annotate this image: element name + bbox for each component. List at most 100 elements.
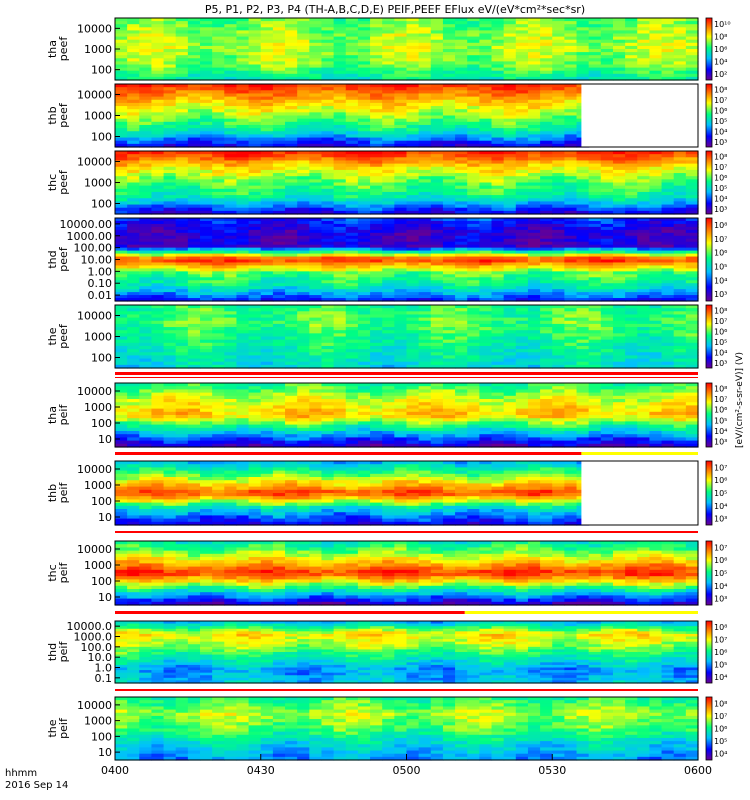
spectrogram-cell	[333, 274, 347, 278]
spectrogram-cell	[540, 210, 553, 215]
spectrogram-cell	[224, 220, 238, 225]
spectrogram-cell	[200, 223, 213, 228]
spectrogram-cell	[479, 195, 493, 199]
spectrogram-cell	[455, 352, 468, 356]
spectrogram-cell	[637, 320, 651, 325]
spectrogram-cell	[455, 99, 468, 104]
spectrogram-cell	[612, 58, 626, 62]
spectrogram-cell	[260, 124, 274, 129]
spectrogram-cell	[673, 70, 687, 75]
spectrogram-cell	[115, 247, 128, 252]
spectrogram-cell	[600, 18, 614, 22]
spectrogram-cell	[442, 210, 456, 215]
spectrogram-cell	[321, 238, 335, 243]
spectrogram-cell	[600, 195, 614, 199]
spectrogram-cell	[600, 42, 614, 47]
spectrogram-cell	[394, 311, 408, 316]
spectrogram-cell	[588, 235, 602, 240]
spectrogram-cell	[552, 323, 565, 328]
spectrogram-cell	[200, 244, 213, 249]
spectrogram-cell	[187, 49, 201, 53]
spectrogram-cell	[297, 173, 310, 177]
spectrogram-cell	[527, 207, 541, 212]
spectrogram-cell	[370, 352, 383, 356]
spectrogram-cell	[515, 102, 529, 107]
spectrogram-cell	[564, 188, 578, 193]
spectrogram-cell	[260, 244, 274, 249]
spectrogram-cell	[479, 24, 493, 28]
spectrogram-cell	[430, 342, 444, 347]
spectrogram-cell	[479, 311, 493, 316]
spectrogram-cell	[321, 262, 335, 267]
spectrogram-cell	[612, 55, 626, 59]
spectrogram-cell	[515, 204, 529, 209]
spectrogram-cell	[345, 198, 359, 202]
spectrogram-cell	[297, 55, 310, 59]
spectrogram-cell	[637, 327, 651, 331]
spectrogram-cell	[479, 84, 493, 88]
spectrogram-cell	[382, 55, 395, 59]
spectrogram-cell	[139, 226, 153, 231]
spectrogram-cell	[370, 112, 383, 117]
spectrogram-cell	[418, 349, 432, 353]
spectrogram-cell	[612, 33, 626, 38]
spectrogram-cell	[163, 201, 177, 206]
spectrogram-cell	[272, 247, 286, 252]
spectrogram-cell	[503, 198, 517, 202]
spectrogram-cell	[442, 330, 456, 334]
spectrogram-cell	[285, 185, 298, 190]
spectrogram-cell	[345, 355, 359, 360]
spectrogram-cell	[333, 238, 347, 243]
spectrogram-cell	[612, 73, 626, 78]
spectrogram-cell	[224, 198, 238, 202]
spectrogram-cell	[649, 58, 663, 62]
spectrogram-cell	[552, 361, 565, 366]
spectrogram-cell	[442, 244, 456, 249]
spectrogram-cell	[442, 314, 456, 319]
spectrogram-cell	[649, 185, 663, 190]
spectrogram-cell	[212, 163, 225, 168]
spectrogram-cell	[236, 76, 250, 81]
spectrogram-cell	[272, 166, 286, 171]
spectrogram-cell	[625, 42, 638, 47]
spectrogram-cell	[151, 330, 165, 334]
spectrogram-cell	[321, 154, 335, 158]
spectrogram-cell	[212, 298, 225, 302]
spectrogram-cell	[321, 151, 335, 155]
spectrogram-cell	[406, 185, 420, 190]
spectrogram-cell	[260, 160, 274, 165]
spectrogram-cell	[552, 226, 565, 231]
spectrogram-cell	[115, 39, 128, 44]
spectrogram-cell	[139, 84, 153, 88]
spectrogram-cell	[260, 277, 274, 281]
spectrogram-cell	[455, 250, 468, 255]
spectrogram-cell	[479, 96, 493, 101]
spectrogram-cell	[503, 210, 517, 215]
spectrogram-cell	[309, 124, 323, 129]
spectrogram-cell	[345, 45, 359, 50]
spectrogram-cell	[515, 140, 529, 145]
spectrogram-cell	[127, 327, 140, 331]
spectrogram-cell	[236, 286, 250, 290]
spectrogram-cell	[515, 39, 529, 44]
spectrogram-cell	[272, 323, 286, 328]
spectrogram-cell	[151, 131, 165, 135]
spectrogram-cell	[625, 173, 638, 177]
spectrogram-cell	[370, 198, 383, 202]
spectrogram-cell	[612, 24, 626, 28]
spectrogram-cell	[151, 298, 165, 302]
spectrogram-cell	[588, 151, 602, 155]
spectrogram-cell	[527, 102, 541, 107]
spectrogram-cell	[212, 64, 225, 69]
spectrogram-cell	[127, 244, 140, 249]
spectrogram-cell	[224, 247, 238, 252]
spectrogram-cell	[625, 18, 638, 22]
spectrogram-cell	[527, 169, 541, 174]
spectrogram-cell	[285, 339, 298, 344]
spectrogram-cell	[357, 179, 371, 184]
spectrogram-cell	[272, 195, 286, 199]
spectrogram-cell	[430, 210, 444, 215]
spectrogram-cell	[212, 330, 225, 334]
spectrogram-cell	[612, 277, 626, 281]
spectrogram-cell	[527, 179, 541, 184]
